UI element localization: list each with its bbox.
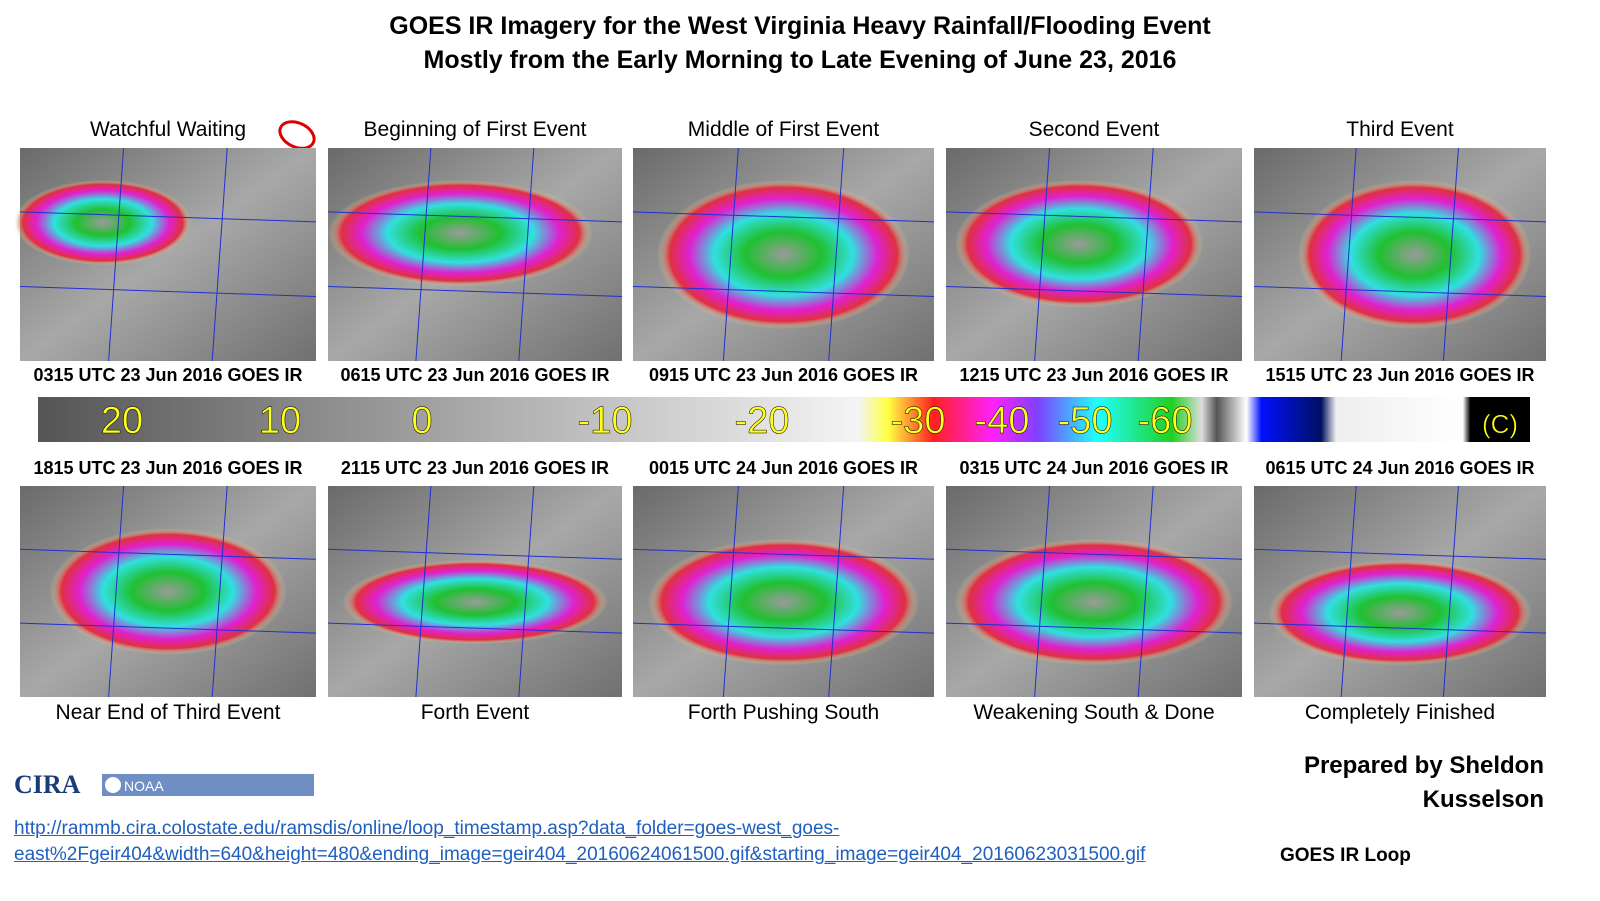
state-border	[1253, 211, 1547, 223]
state-border	[722, 147, 739, 362]
panel-timestamp: 0615 UTC 23 Jun 2016 GOES IR	[340, 365, 610, 385]
state-border	[1442, 485, 1459, 698]
state-border	[722, 485, 739, 698]
state-border	[211, 147, 228, 362]
panel-caption: Forth Pushing South	[687, 701, 880, 724]
cloud-shield	[954, 179, 1204, 308]
state-border	[1034, 485, 1051, 698]
cloud-shield	[14, 179, 192, 266]
noaa-logo: NOAA	[124, 778, 164, 794]
panel-timestamp: 0015 UTC 24 Jun 2016 GOES IR	[648, 458, 919, 478]
state-border	[632, 285, 935, 297]
cloud-shield	[342, 559, 608, 645]
state-border	[945, 211, 1243, 223]
color-bar-label: -30	[891, 400, 946, 442]
color-bar-label: 10	[259, 400, 301, 442]
state-border	[327, 622, 623, 634]
panel-timestamp: 1215 UTC 23 Jun 2016 GOES IR	[959, 365, 1229, 385]
cloud-shield	[657, 179, 910, 330]
panel-timestamp: 1515 UTC 23 Jun 2016 GOES IR	[1265, 365, 1535, 385]
state-border	[518, 147, 535, 362]
state-border	[327, 211, 623, 223]
state-border	[327, 285, 623, 297]
cloud-shield	[954, 538, 1234, 666]
panel-caption: Watchful Waiting	[90, 118, 246, 141]
state-border	[1442, 147, 1459, 362]
credit-line: Prepared by Sheldon	[1303, 752, 1544, 779]
color-bar-label: -60	[1138, 400, 1193, 442]
color-bar-label: 0	[411, 400, 432, 442]
title-line: GOES IR Imagery for the West Virginia He…	[389, 12, 1211, 40]
panel-caption: Third Event	[1346, 118, 1454, 141]
panel-timestamp: 2115 UTC 23 Jun 2016 GOES IR	[340, 458, 610, 478]
state-border	[1253, 548, 1547, 560]
link-line[interactable]: http://rammb.cira.colostate.edu/ramsdis/…	[14, 818, 840, 839]
state-border	[1340, 485, 1357, 698]
panel-caption: Near End of Third Event	[55, 701, 281, 724]
state-border	[945, 285, 1243, 297]
color-bar-label: -10	[578, 400, 633, 442]
state-border	[19, 622, 317, 634]
color-bar-label: -40	[975, 400, 1030, 442]
state-border	[108, 147, 125, 362]
panel-caption: Second Event	[1028, 118, 1160, 141]
state-border	[19, 548, 317, 560]
state-border	[632, 211, 935, 223]
state-border	[1340, 147, 1357, 362]
state-border	[632, 548, 935, 560]
panel-timestamp: 0315 UTC 23 Jun 2016 GOES IR	[33, 365, 303, 385]
panel-caption: Beginning of First Event	[363, 118, 587, 141]
panel-timestamp: 1815 UTC 23 Jun 2016 GOES IR	[33, 458, 303, 478]
noaa-banner	[102, 774, 314, 796]
color-bar-label: (C)	[1482, 409, 1518, 439]
color-bar	[38, 397, 1530, 442]
cloud-shield	[1268, 559, 1532, 666]
color-bar-label: 20	[101, 400, 143, 442]
state-border	[1034, 147, 1051, 362]
panel-caption: Forth Event	[420, 701, 530, 724]
cloud-shield	[328, 179, 593, 287]
state-border	[518, 485, 535, 698]
cloud-shield	[49, 528, 287, 655]
state-border	[945, 548, 1243, 560]
state-border	[415, 147, 432, 362]
state-border	[327, 548, 623, 560]
highlight-oval	[278, 120, 316, 150]
panel-caption: Middle of First Event	[687, 118, 880, 141]
state-border	[1137, 147, 1154, 362]
link-label: GOES IR Loop	[1280, 845, 1411, 866]
link-line[interactable]: east%2Fgeir404&width=640&height=480&endi…	[14, 844, 1146, 865]
state-border	[415, 485, 432, 698]
cloud-shield	[648, 538, 919, 666]
state-border	[211, 485, 228, 698]
state-border	[19, 285, 317, 297]
state-border	[1137, 485, 1154, 698]
title-line: Mostly from the Early Morning to Late Ev…	[423, 46, 1177, 74]
color-bar-label: -50	[1058, 400, 1113, 442]
state-border	[1253, 285, 1547, 297]
state-border	[19, 211, 317, 223]
panel-timestamp: 0315 UTC 24 Jun 2016 GOES IR	[959, 458, 1229, 478]
state-border	[1253, 622, 1547, 634]
state-border	[108, 485, 125, 698]
state-border	[828, 147, 845, 362]
panel-timestamp: 0615 UTC 24 Jun 2016 GOES IR	[1265, 458, 1535, 478]
panel-timestamp: 0915 UTC 23 Jun 2016 GOES IR	[648, 365, 919, 385]
cloud-shield	[1297, 179, 1532, 330]
color-bar-label: -20	[735, 400, 790, 442]
state-border	[828, 485, 845, 698]
panel-caption: Completely Finished	[1304, 701, 1496, 724]
credit-line: Kusselson	[1422, 786, 1544, 813]
state-border	[632, 622, 935, 634]
panel-caption: Weakening South & Done	[973, 701, 1215, 724]
state-border	[945, 622, 1243, 634]
cira-logo: CIRA	[14, 770, 81, 799]
noaa-emblem	[105, 777, 121, 793]
